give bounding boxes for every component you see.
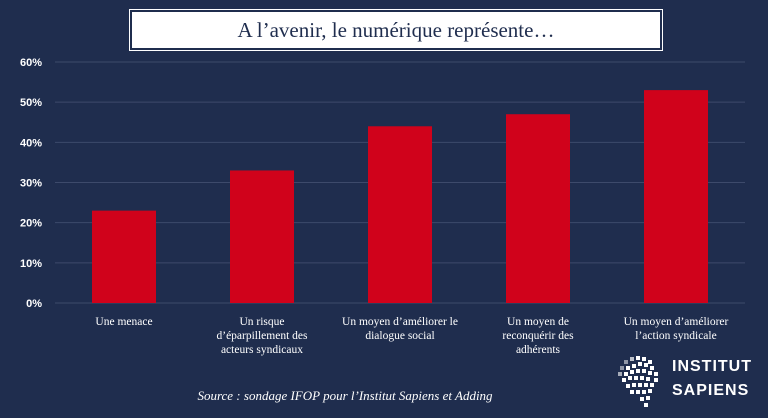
y-tick-label: 10% — [20, 258, 42, 270]
y-tick-label: 50% — [20, 97, 42, 109]
bar — [644, 90, 708, 303]
logo-text-line1: INSTITUT — [672, 358, 752, 375]
x-category-label: Un risque d’éparpillement des acteurs synd… — [216, 316, 308, 356]
chart-title: A l’avenir, le numérique représente… — [237, 17, 555, 42]
source-note: Source : sondage IFOP pour l’Institut Sa… — [197, 388, 493, 403]
x-category-label: Une menace — [95, 316, 152, 328]
logo-text-line2: SAPIENS — [672, 382, 750, 399]
institut-sapiens-logo: INSTITUT SAPIENS — [610, 352, 760, 412]
bar — [506, 114, 570, 303]
y-tick-label: 30% — [20, 178, 42, 190]
y-tick-label: 40% — [20, 137, 42, 149]
bar — [230, 170, 294, 303]
x-category-label: Un moyen de reconquérir des adhérents — [502, 316, 574, 356]
x-category-label: Un moyen d’améliorer le dialogue social — [342, 316, 458, 342]
y-tick-label: 60% — [20, 57, 42, 69]
bar — [92, 210, 156, 303]
y-tick-label: 0% — [26, 298, 42, 310]
head-silhouette-icon — [618, 356, 658, 407]
x-category-label: Un moyen d’améliorer l’action syndicale — [624, 316, 729, 342]
bar — [368, 126, 432, 304]
chart-title-box: A l’avenir, le numérique représente… — [129, 9, 663, 51]
y-tick-label: 20% — [20, 218, 42, 230]
